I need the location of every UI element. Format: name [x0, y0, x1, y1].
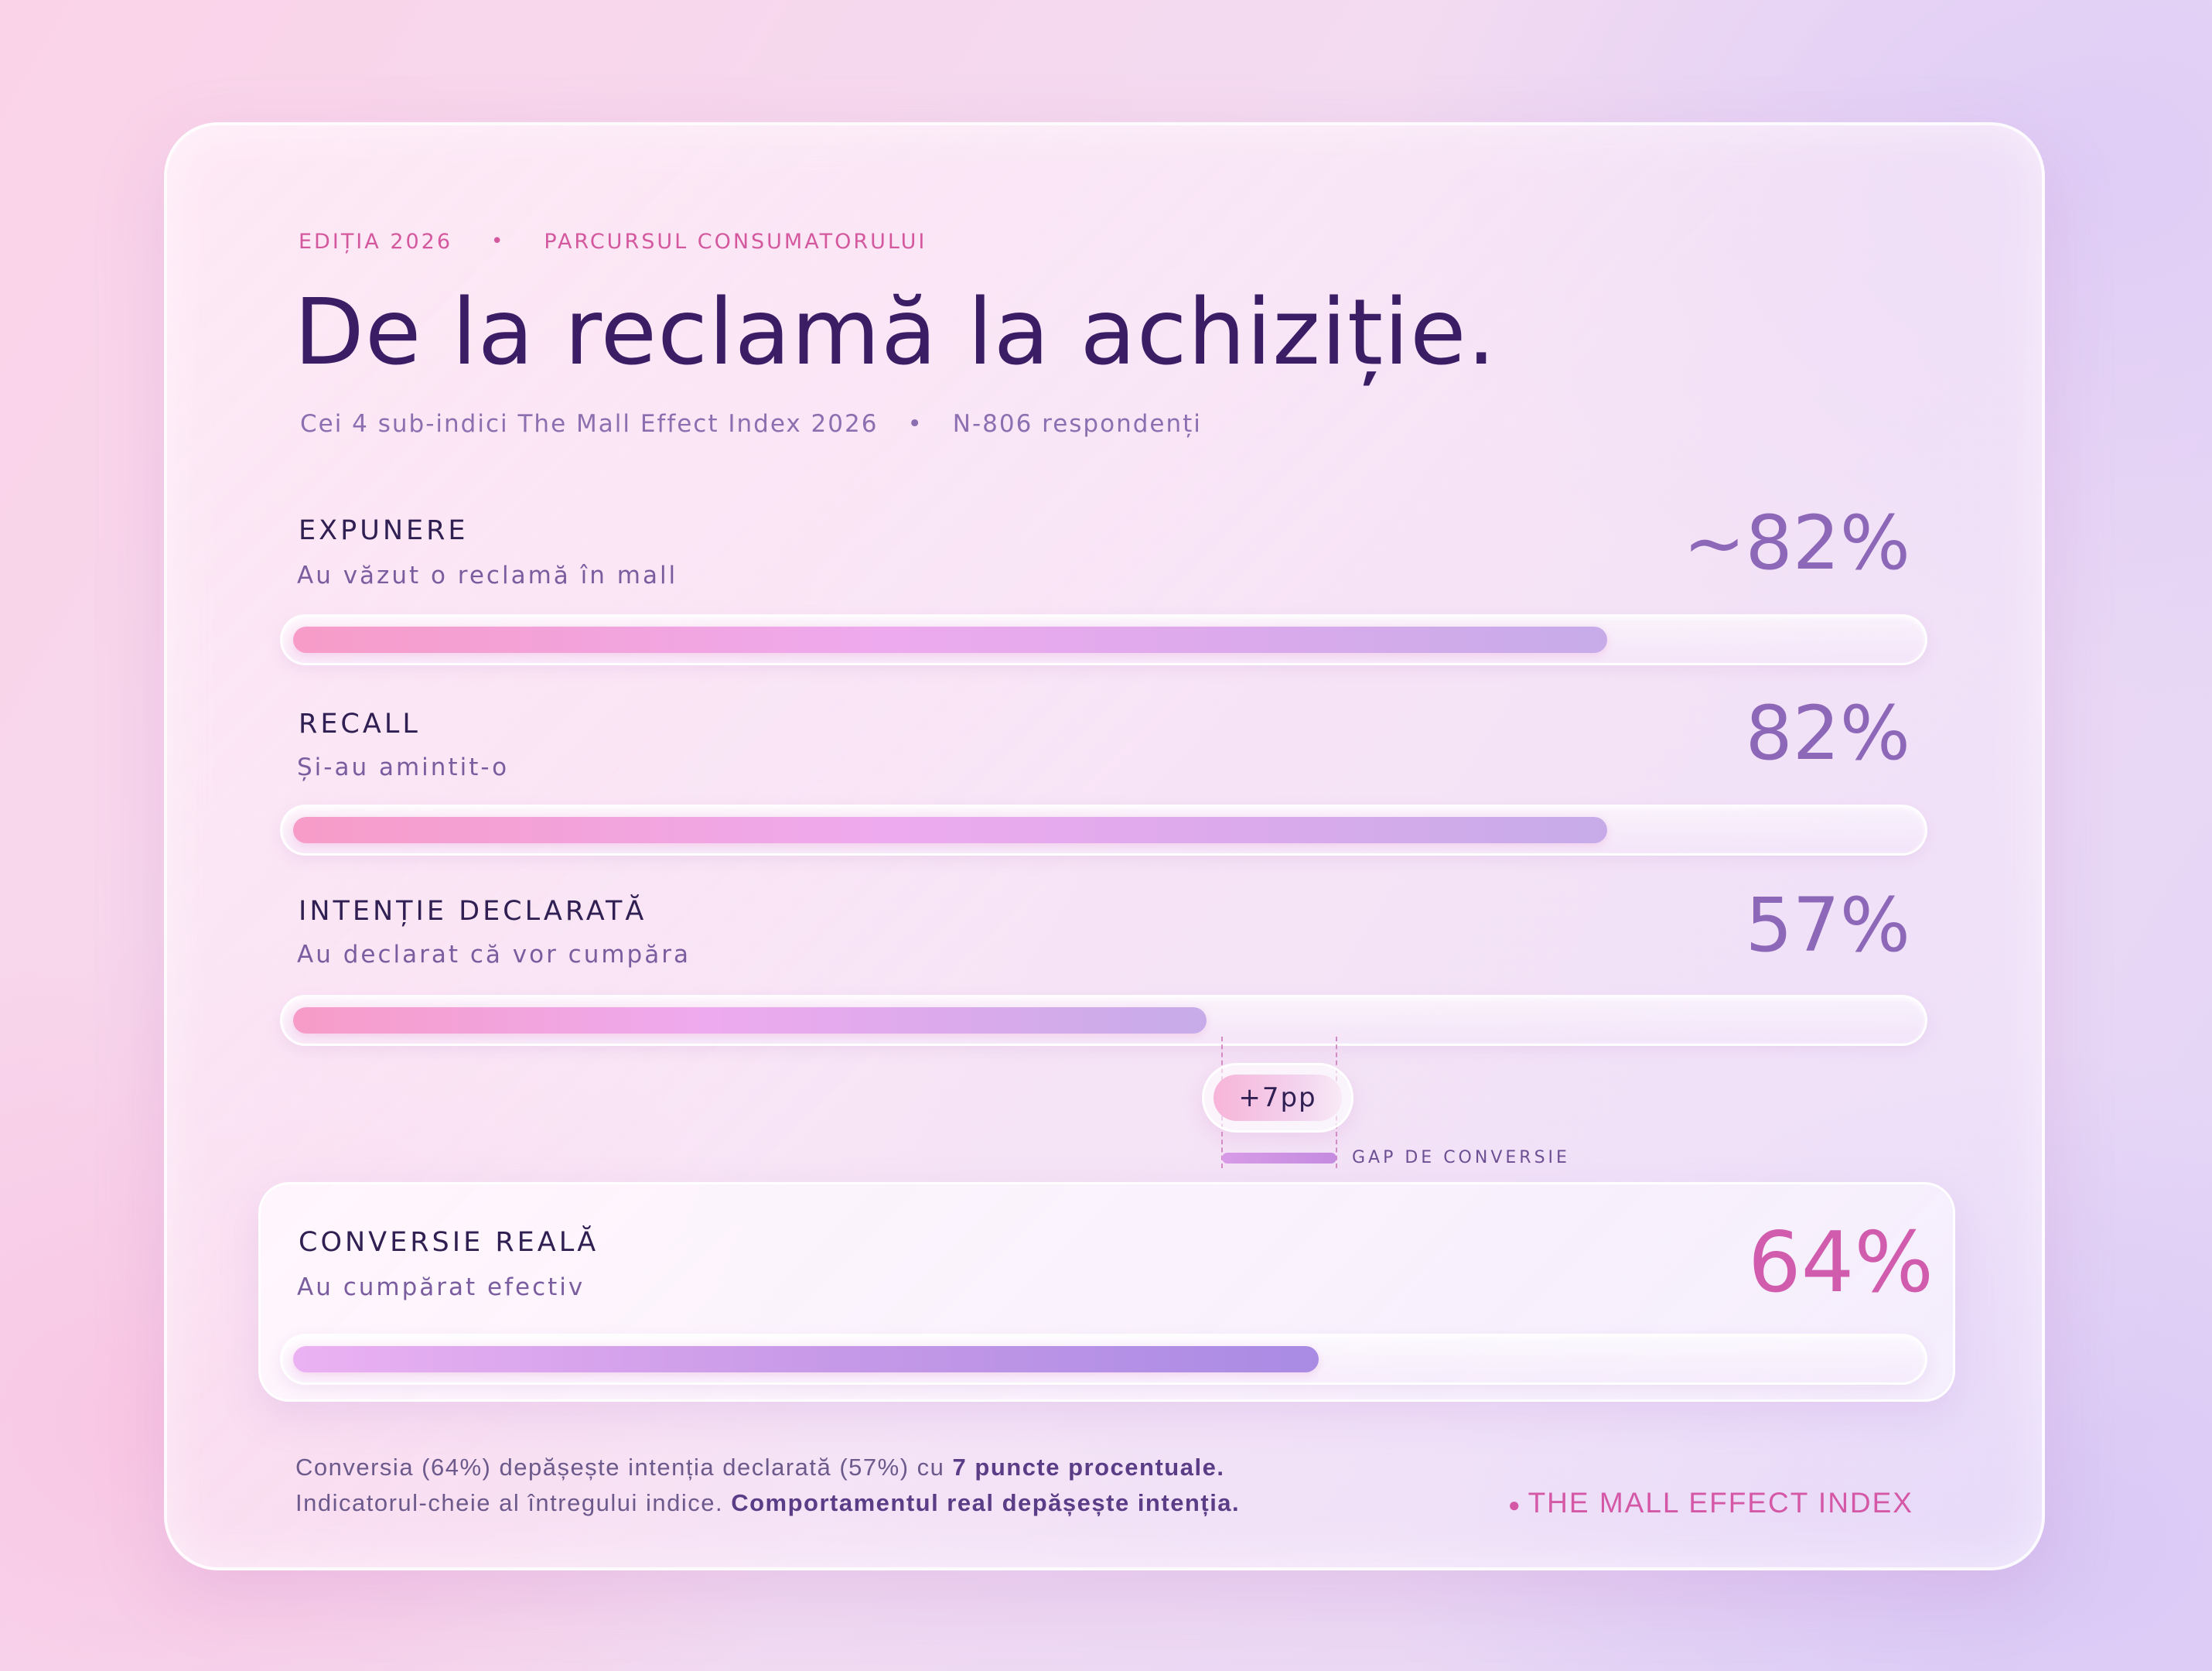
- bar: [293, 1346, 1319, 1372]
- brand-bullet-icon: ●: [1507, 1492, 1522, 1516]
- footer-text: Indicatorul-cheie al întregului indice.: [295, 1489, 732, 1516]
- bar: [293, 1007, 1207, 1034]
- gap-bar: [1222, 1153, 1336, 1164]
- bar: [293, 817, 1607, 843]
- bar-track: [280, 614, 1927, 665]
- footer-line-1: Conversia (64%) depășește intenția decla…: [295, 1450, 1240, 1485]
- subtitle-index: Cei 4 sub-indici The Mall Effect Index 2…: [300, 410, 879, 438]
- footer-emphasis: Comportamentul real depășește intenția.: [731, 1489, 1241, 1516]
- bar-value-label: 57%: [1745, 882, 1910, 969]
- bar-value-label: 64%: [1747, 1215, 1934, 1311]
- subtitle: Cei 4 sub-indici The Mall Effect Index 2…: [300, 410, 1202, 438]
- bar-track: [280, 995, 1927, 1046]
- footer-text: Conversia (64%) depășește intenția decla…: [295, 1454, 953, 1481]
- kicker-topic: PARCURSUL CONSUMATORULUI: [544, 229, 927, 254]
- bar-category-label: EXPUNERE: [299, 515, 469, 546]
- bar-description: Au văzut o reclamă în mall: [297, 562, 678, 589]
- gap-pill: +7pp: [1202, 1063, 1353, 1133]
- bar-category-label: INTENȚIE DECLARATĂ: [299, 896, 647, 927]
- footer-emphasis: 7 puncte procentuale.: [952, 1454, 1225, 1481]
- kicker-separator: •: [491, 230, 506, 253]
- bar-description: Și-au amintit-o: [297, 753, 510, 781]
- gap-value: +7pp: [1214, 1075, 1342, 1121]
- bar-category-label: RECALL: [299, 709, 421, 740]
- bar-description: Au cumpărat efectiv: [297, 1273, 585, 1301]
- footer-line-2: Indicatorul-cheie al întregului indice. …: [295, 1485, 1240, 1521]
- kicker-edition: EDIȚIA 2026: [299, 229, 453, 254]
- bar-track: [280, 1334, 1927, 1385]
- brand-text: THE MALL EFFECT INDEX: [1528, 1487, 1913, 1519]
- bar: [293, 627, 1607, 653]
- subtitle-sample: N-806 respondenți: [952, 410, 1202, 438]
- kicker: EDIȚIA 2026 • PARCURSUL CONSUMATORULUI: [299, 226, 927, 257]
- subtitle-separator: •: [907, 410, 923, 438]
- bar-category-label: CONVERSIE REALĂ: [299, 1227, 599, 1258]
- bar-description: Au declarat că vor cumpăra: [297, 941, 691, 969]
- bar-value-label: 82%: [1745, 690, 1910, 777]
- page-title: De la reclamă la achiziție.: [294, 278, 1497, 385]
- gap-label: GAP DE CONVERSIE: [1352, 1148, 1570, 1167]
- bar-track: [280, 805, 1927, 856]
- bar-value-label: ~82%: [1683, 500, 1910, 586]
- brand-mark: ● THE MALL EFFECT INDEX: [1508, 1487, 1913, 1519]
- footer-note: Conversia (64%) depășește intenția decla…: [295, 1450, 1240, 1521]
